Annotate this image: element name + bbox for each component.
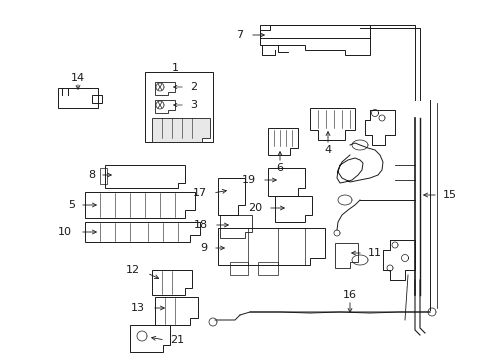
Bar — [145, 72, 213, 142]
Text: 17: 17 — [192, 188, 206, 198]
Text: 10: 10 — [58, 227, 72, 237]
Text: 14: 14 — [71, 73, 85, 83]
Polygon shape — [152, 118, 209, 142]
Text: 15: 15 — [442, 190, 456, 200]
Text: 7: 7 — [235, 30, 243, 40]
Text: 9: 9 — [200, 243, 206, 253]
Text: 20: 20 — [247, 203, 262, 213]
Text: 4: 4 — [324, 145, 331, 155]
Text: 8: 8 — [88, 170, 95, 180]
Text: 3: 3 — [190, 100, 197, 110]
Text: 13: 13 — [131, 303, 145, 313]
Text: 1: 1 — [171, 63, 178, 73]
Text: 21: 21 — [170, 335, 184, 345]
Text: 16: 16 — [342, 290, 356, 300]
Text: 5: 5 — [68, 200, 75, 210]
Text: 12: 12 — [125, 265, 140, 275]
Text: 6: 6 — [276, 163, 283, 173]
Text: 11: 11 — [367, 248, 381, 258]
Text: 19: 19 — [242, 175, 256, 185]
Text: 2: 2 — [190, 82, 197, 92]
Text: 18: 18 — [193, 220, 207, 230]
